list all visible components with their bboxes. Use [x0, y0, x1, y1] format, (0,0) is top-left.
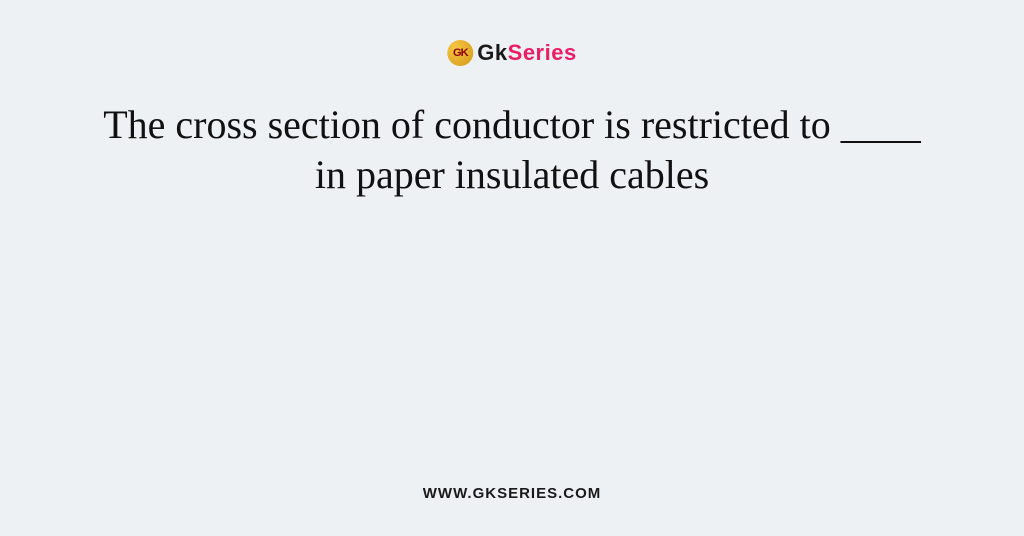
logo-text-gk: Gk	[477, 40, 507, 65]
logo-text-series: Series	[508, 40, 577, 65]
logo-badge-text: GK	[453, 47, 468, 59]
logo-text: GkSeries	[477, 40, 576, 66]
brand-logo: GK GkSeries	[447, 40, 576, 66]
logo-badge-icon: GK	[447, 40, 473, 66]
question-text: The cross section of conductor is re­str…	[102, 100, 922, 200]
footer-url: WWW.GKSERIES.COM	[423, 485, 602, 502]
